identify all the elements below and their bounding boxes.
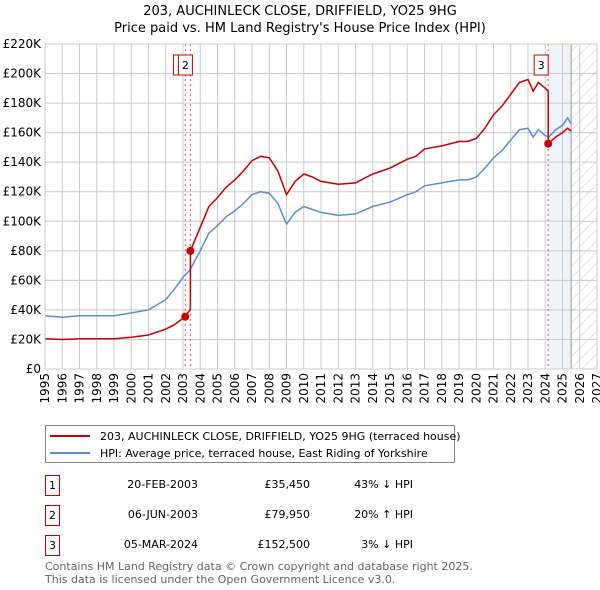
x-tick-label: 2026 <box>573 373 587 404</box>
x-tick-label: 2025 <box>556 373 570 404</box>
red-line-swatch <box>50 435 90 437</box>
y-tick-label: £140K <box>3 155 43 169</box>
chart-subtitle: Price paid vs. HM Land Registry's House … <box>114 21 486 36</box>
x-tick-label: 1996 <box>55 373 69 404</box>
sale-point <box>181 312 190 321</box>
transaction-row: 1 20-FEB-2003 £35,450 43% ↓ HPI <box>45 475 445 496</box>
transaction-row: 2 06-JUN-2003 £79,950 20% ↑ HPI <box>45 505 445 526</box>
sale-label-box <box>533 54 549 76</box>
marker-number: 2 <box>45 505 60 526</box>
x-tick-label: 1999 <box>107 373 121 404</box>
legend-label: HPI: Average price, terraced house, East… <box>100 446 428 460</box>
x-tick-label: 2011 <box>314 373 328 404</box>
y-tick-label: £160K <box>3 126 43 140</box>
legend-item-property: 203, AUCHINLECK CLOSE, DRIFFIELD, YO25 9… <box>50 428 461 444</box>
x-tick-label: 2016 <box>400 373 414 404</box>
x-tick-label: 2009 <box>280 373 294 404</box>
footer-line: This data is licensed under the Open Gov… <box>45 573 396 586</box>
x-tick-label: 2013 <box>349 373 363 404</box>
hpi-line <box>44 116 572 319</box>
property-price-line <box>44 78 572 341</box>
y-tick-label: £120K <box>3 185 43 199</box>
hpi-comparison: 43% ↓ HPI <box>354 478 413 491</box>
transaction-date: 20-FEB-2003 <box>127 478 198 491</box>
x-tick-label: 2020 <box>469 373 483 404</box>
x-tick-label: 2024 <box>538 373 552 404</box>
x-tick-label: 2004 <box>193 373 207 404</box>
x-tick-label: 2010 <box>297 373 311 404</box>
x-tick-label: 2018 <box>435 373 449 404</box>
x-tick-label: 1997 <box>73 373 87 404</box>
legend-item-hpi: HPI: Average price, terraced house, East… <box>50 445 428 461</box>
y-tick-label: £60K <box>10 273 42 287</box>
x-tick-label: 2000 <box>124 373 138 404</box>
transaction-date: 05-MAR-2024 <box>123 538 198 551</box>
x-tick-label: 2008 <box>262 373 276 404</box>
sale-point <box>186 246 195 255</box>
y-tick-label: £0 <box>26 362 41 376</box>
x-tick-label: 1995 <box>38 373 52 404</box>
x-tick-label: 2023 <box>521 373 535 404</box>
x-tick-label: 2015 <box>383 373 397 404</box>
marker-number: 1 <box>45 475 60 496</box>
x-tick-label: 2012 <box>331 373 345 404</box>
x-tick-label: 2006 <box>228 373 242 404</box>
x-tick-label: 2027 <box>590 373 600 404</box>
x-tick-label: 2019 <box>452 373 466 404</box>
y-tick-label: £220K <box>3 37 43 51</box>
y-tick-label: £20K <box>10 332 42 346</box>
hpi-comparison: 20% ↑ HPI <box>354 508 413 521</box>
transaction-price: £35,450 <box>264 478 311 491</box>
sale-label-box <box>177 54 193 76</box>
post-sale-band <box>548 44 572 369</box>
sale-label: 3 <box>538 59 545 72</box>
y-tick-label: £200K <box>3 67 43 81</box>
sale-point <box>544 139 553 148</box>
blue-line-swatch <box>50 452 90 454</box>
y-tick-label: £40K <box>10 303 42 317</box>
y-tick-label: £180K <box>3 96 43 110</box>
y-tick-label: £100K <box>3 214 43 228</box>
sale-label: 2 <box>182 59 189 72</box>
transaction-row: 3 05-MAR-2024 £152,500 3% ↓ HPI <box>45 535 445 556</box>
transaction-date: 06-JUN-2003 <box>127 508 198 521</box>
x-tick-label: 2005 <box>211 373 225 404</box>
transaction-price: £152,500 <box>257 538 311 551</box>
x-tick-label: 2003 <box>176 373 190 404</box>
x-tick-label: 2014 <box>366 373 380 404</box>
x-tick-label: 2022 <box>504 373 518 404</box>
x-tick-label: 1998 <box>90 373 104 404</box>
hpi-comparison: 3% ↓ HPI <box>361 538 413 551</box>
x-tick-label: 2001 <box>142 373 156 404</box>
chart-title: 203, AUCHINLECK CLOSE, DRIFFIELD, YO25 9… <box>143 4 457 19</box>
forecast-hatch <box>571 44 597 369</box>
x-tick-label: 2007 <box>245 373 259 404</box>
x-tick-label: 2002 <box>159 373 173 404</box>
y-tick-label: £80K <box>10 244 42 258</box>
marker-number: 3 <box>45 535 60 556</box>
price-chart: 1995 1996 1997 1998 1999 2000 2001 2002 2003 2004… <box>3 37 600 404</box>
x-tick-label: 2017 <box>418 373 432 404</box>
x-tick-label: 2021 <box>487 373 501 404</box>
transaction-price: £79,950 <box>264 508 311 521</box>
footer-line: Contains HM Land Registry data © Crown c… <box>45 560 473 573</box>
footer: Contains HM Land Registry data © Crown c… <box>45 560 473 586</box>
legend: 203, AUCHINLECK CLOSE, DRIFFIELD, YO25 9… <box>45 425 461 463</box>
legend-label: 203, AUCHINLECK CLOSE, DRIFFIELD, YO25 9… <box>100 429 461 443</box>
plot-frame <box>44 43 598 370</box>
